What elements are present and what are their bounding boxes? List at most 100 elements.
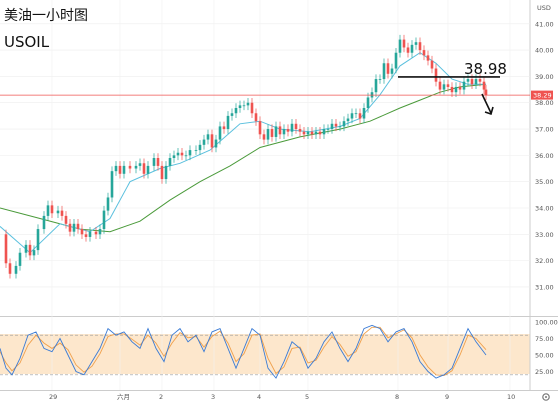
candle-body	[210, 134, 214, 148]
candle-body	[406, 47, 410, 53]
candle-body	[274, 126, 278, 137]
candle-body	[478, 79, 482, 82]
candle-body	[334, 123, 338, 127]
candle-body	[76, 223, 80, 230]
candle-body	[418, 42, 422, 51]
x-tick-label: 六月	[117, 392, 130, 401]
y-tick-label: 35.00	[535, 178, 554, 186]
candle-body	[484, 89, 488, 96]
candle-body	[42, 215, 46, 230]
candle-body	[168, 158, 172, 166]
candle-body	[142, 163, 146, 174]
currency-label: USD	[537, 4, 551, 12]
x-tick-label: 3	[211, 393, 215, 401]
candle-body	[314, 131, 318, 135]
candle-body	[338, 126, 342, 128]
candle-body	[426, 55, 430, 61]
candle-body	[214, 139, 218, 148]
candle-body	[402, 39, 406, 48]
candle-body	[398, 39, 402, 53]
candle-body	[298, 129, 302, 132]
candle-body	[184, 155, 188, 157]
candle-body	[422, 50, 426, 56]
candle-body	[454, 86, 458, 93]
time-axis-ticks: 29 六月 2 3 4 5 8 9 10	[49, 392, 515, 401]
candle-body	[302, 131, 306, 135]
candle-body	[262, 134, 266, 140]
candle-body	[94, 231, 98, 235]
candle-body	[146, 165, 150, 174]
y-tick-label: 38.00	[535, 99, 554, 107]
candle-body	[258, 121, 262, 135]
candle-body	[430, 60, 434, 69]
candle-body	[88, 231, 92, 237]
candle-body	[234, 108, 238, 114]
main-panel	[0, 0, 530, 316]
x-tick-label: 2	[159, 393, 163, 401]
candle-body	[138, 163, 142, 166]
candle-body	[346, 118, 350, 122]
candle-body	[80, 229, 84, 235]
y-tick-label: 34.00	[535, 205, 554, 213]
candle-body	[374, 79, 378, 93]
y-tick-label: 41.00	[535, 20, 554, 28]
candle-body	[36, 229, 40, 251]
candle-body	[134, 165, 138, 169]
candle-body	[390, 68, 394, 74]
candle-body	[482, 81, 486, 90]
stoch-axis-ticks: 100.00 75.00 50.00 25.00	[535, 319, 558, 377]
candle-body	[246, 102, 250, 106]
candle-body	[342, 121, 346, 127]
candle-body	[98, 229, 102, 235]
candle-body	[72, 223, 76, 232]
candle-body	[378, 79, 382, 80]
candle-body	[152, 158, 156, 166]
x-tick-label: 10	[507, 393, 515, 401]
candle-body	[8, 263, 12, 274]
candle-body	[180, 152, 184, 156]
candle-body	[68, 223, 72, 232]
candle-body	[326, 129, 330, 130]
candle-body	[310, 131, 314, 135]
y-tick-label: 39.00	[535, 73, 554, 81]
candle-body	[226, 115, 230, 130]
candle-body	[462, 81, 466, 90]
candle-body	[286, 129, 290, 132]
candle-body	[294, 123, 298, 130]
candle-body	[206, 134, 210, 140]
candle-body	[156, 158, 160, 166]
candle-body	[306, 131, 310, 135]
candle-body	[238, 105, 242, 108]
candle-body	[164, 165, 168, 180]
candle-body	[382, 63, 386, 80]
stochastic-lines	[0, 324, 530, 379]
candle-body	[102, 210, 106, 230]
candle-body	[242, 105, 246, 107]
candle-body	[354, 113, 358, 115]
grid	[0, 0, 530, 390]
x-tick-label: 29	[49, 393, 57, 401]
candle-body	[446, 84, 450, 87]
candle-body	[358, 113, 362, 119]
y-tick-label: 31.00	[535, 283, 554, 291]
candle-body	[450, 86, 454, 93]
y-tick-label: 40.00	[535, 47, 554, 55]
stoch-tick-label: 25.00	[535, 368, 554, 376]
y-tick-label: 32.00	[535, 257, 554, 265]
gear-icon[interactable]	[542, 393, 550, 401]
candle-body	[114, 165, 118, 172]
stoch-k-line	[0, 324, 487, 379]
candle-body	[128, 165, 132, 169]
candle-body	[160, 165, 164, 180]
candle-body	[278, 126, 282, 135]
candle-body	[188, 150, 192, 156]
candle-body	[350, 113, 354, 119]
down-arrow-icon	[481, 93, 494, 116]
candle-body	[266, 129, 270, 140]
candle-body	[198, 144, 202, 151]
candle-body	[4, 234, 8, 264]
candle-body	[410, 44, 414, 53]
candle-body	[84, 234, 88, 237]
